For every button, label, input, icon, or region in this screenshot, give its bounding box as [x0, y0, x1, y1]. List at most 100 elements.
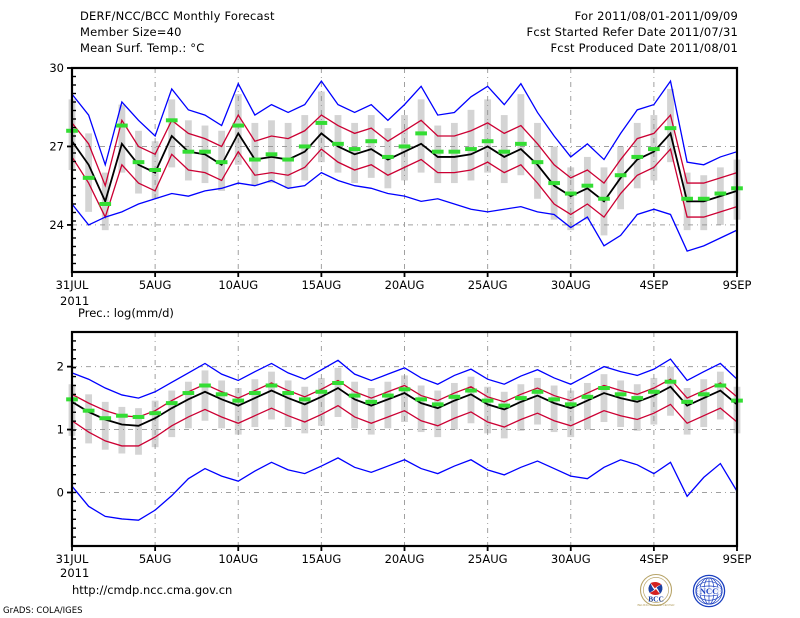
median-marker [82, 175, 95, 180]
median-marker [531, 160, 544, 165]
median-marker [648, 147, 660, 152]
y-tick-label: 24 [49, 218, 64, 232]
y-tick-label: 0 [57, 486, 64, 500]
spread-bar [151, 400, 159, 448]
series-line-mean [71, 131, 738, 204]
panel1-title: Mean Surf. Temp.: °C [80, 41, 205, 55]
grads-credit: GrADS: COLA/IGES [3, 606, 83, 616]
x-tick-label: 15AUG [301, 278, 341, 292]
median-marker [697, 196, 710, 201]
x-tick-label: 5AUG [139, 278, 172, 292]
median-marker [199, 383, 211, 388]
spread-bar [583, 382, 591, 430]
spread-bar [268, 120, 275, 184]
median-marker [581, 394, 594, 399]
median-marker [165, 118, 178, 123]
spread-bar [317, 377, 325, 426]
median-marker [232, 123, 245, 128]
spread-bar [450, 382, 458, 430]
spread-bar [484, 99, 492, 173]
x-tick-label: 31JUL [56, 552, 89, 566]
spread-bar [168, 390, 176, 438]
median-marker [199, 149, 211, 154]
y-tick-label: 30 [49, 61, 64, 75]
spread-bar [268, 371, 275, 420]
median-marker [382, 154, 394, 159]
spread-bar [234, 94, 242, 165]
median-marker [648, 389, 660, 394]
temperature-chart: 30 27 24 31JUL 5AUG 10AUG 15AUG 20AUG 25AUG 30AUG… [49, 61, 751, 292]
median-marker [332, 380, 344, 385]
x-tick-label: 10AUG [218, 552, 258, 566]
median-marker [415, 131, 427, 136]
median-marker [365, 399, 378, 404]
median-marker [415, 397, 427, 402]
spread-bar [301, 386, 309, 434]
median-marker [531, 389, 544, 394]
median-marker [116, 413, 128, 418]
median-marker [265, 383, 278, 388]
spread-bar [534, 377, 541, 425]
median-marker [315, 120, 328, 125]
spread-bar [700, 175, 708, 231]
spread-bar [251, 122, 259, 186]
median-marker [481, 139, 494, 144]
spread-bar [434, 390, 442, 438]
median-marker [99, 202, 112, 206]
median-marker [165, 401, 178, 406]
median-marker [282, 391, 294, 396]
median-marker [215, 392, 228, 397]
x-tick-label: 31JUL [56, 278, 89, 292]
member-size-label: Member Size=40 [80, 25, 182, 39]
median-marker [315, 389, 328, 394]
median-marker [99, 416, 112, 421]
median-marker [132, 160, 145, 165]
spread-bar [367, 115, 375, 178]
x-tick-label: 25AUG [468, 278, 508, 292]
series-line-q25 [71, 403, 738, 447]
median-marker [448, 149, 461, 154]
median-marker [298, 144, 311, 149]
median-marker [714, 383, 727, 388]
spread-bar [118, 104, 126, 173]
median-marker [249, 391, 261, 396]
spread-bar [85, 133, 93, 212]
spread-bar [517, 94, 525, 176]
panel2-title: Prec.: log(mm/d) [78, 306, 174, 320]
median-marker [515, 141, 527, 146]
spread-bar [417, 99, 425, 173]
median-marker [631, 396, 644, 401]
spread-bar [417, 385, 425, 433]
median-marker [614, 392, 627, 397]
spread-bar [550, 385, 558, 433]
median-marker [249, 157, 261, 162]
median-marker [564, 191, 577, 196]
series-line-q25 [71, 147, 738, 219]
spread-bar [85, 394, 93, 444]
median-marker [614, 173, 627, 178]
median-marker [681, 399, 693, 404]
spread-bar [251, 379, 259, 428]
bcc-logo: BCC BEIJING CLIMATE CENTER [637, 573, 675, 607]
median-marker [82, 408, 95, 413]
spread-bar [500, 391, 508, 439]
median-marker [398, 387, 411, 392]
x-tick-label: 30AUG [551, 278, 591, 292]
spread-bar [184, 381, 192, 429]
median-marker [465, 147, 477, 152]
svg-text:BEIJING CLIMATE CENTER: BEIJING CLIMATE CENTER [637, 603, 674, 607]
website-url[interactable]: http://cmdp.ncc.cma.gov.cn [72, 583, 233, 597]
spread-bar [484, 386, 492, 434]
spread-bar [467, 109, 475, 181]
panel1-year-label: 2011 [60, 294, 90, 308]
spread-bar [384, 381, 392, 429]
median-marker [498, 403, 511, 408]
x-tick-label: 5AUG [139, 552, 172, 566]
spread-bar [401, 375, 408, 423]
median-marker [697, 392, 710, 397]
spread-bar [500, 115, 508, 184]
y-tick-label: 1 [57, 423, 64, 437]
median-marker [182, 149, 195, 154]
median-marker [664, 126, 677, 131]
